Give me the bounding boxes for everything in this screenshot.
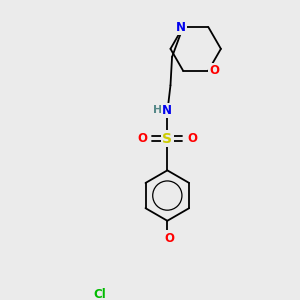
Text: O: O <box>210 64 220 77</box>
Text: S: S <box>162 132 172 146</box>
Text: N: N <box>162 104 172 117</box>
Text: Cl: Cl <box>93 288 106 300</box>
Text: H: H <box>153 106 163 116</box>
Text: N: N <box>176 20 186 34</box>
Text: O: O <box>188 132 197 146</box>
Text: O: O <box>164 232 174 244</box>
Text: O: O <box>137 132 147 146</box>
